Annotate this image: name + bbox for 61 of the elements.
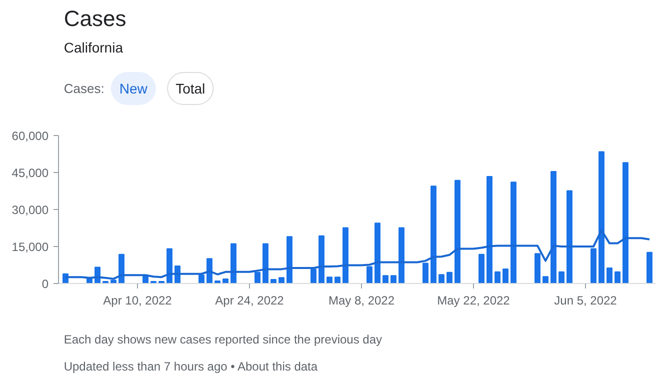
bar — [334, 276, 340, 284]
x-tick-label: Jun 5, 2022 — [554, 294, 618, 308]
bar — [270, 279, 276, 284]
x-tick-label: Apr 10, 2022 — [103, 294, 172, 308]
y-tick-label: 60,000 — [12, 129, 49, 143]
bar — [606, 267, 612, 284]
bar — [502, 268, 508, 284]
bar — [382, 275, 388, 284]
bar — [278, 277, 284, 284]
chart-title: Cases — [64, 6, 126, 31]
bar — [262, 243, 268, 284]
y-tick-label: 45,000 — [12, 166, 49, 180]
y-tick-label: 30,000 — [12, 203, 49, 217]
bar — [534, 253, 540, 284]
bar — [486, 176, 492, 284]
x-tick-label: May 22, 2022 — [437, 294, 510, 308]
bar — [310, 268, 316, 284]
bar — [206, 258, 212, 284]
text: New — [119, 80, 148, 96]
bar — [454, 180, 460, 284]
bar — [198, 274, 204, 284]
bar — [438, 274, 444, 284]
y-tick-label: 15,000 — [12, 240, 49, 254]
bar — [566, 190, 572, 284]
bar — [390, 275, 396, 284]
chart-subtitle: California — [64, 40, 124, 56]
text: Updated less than 7 hours ago • About this data — [64, 360, 318, 374]
bar — [494, 271, 500, 284]
bar — [430, 186, 436, 284]
bar — [254, 272, 260, 284]
line-series — [64, 229, 650, 280]
text: Cases: — [64, 81, 104, 96]
y-tick-label: 0 — [42, 277, 49, 291]
bar — [510, 182, 516, 284]
x-tick-label: May 8, 2022 — [328, 294, 395, 308]
bar — [446, 272, 452, 284]
x-tick-label: Apr 24, 2022 — [215, 294, 284, 308]
bar — [422, 262, 428, 284]
bar — [166, 248, 172, 284]
bar — [590, 248, 596, 284]
bar — [622, 162, 628, 284]
bar — [326, 276, 332, 284]
bar — [398, 227, 404, 284]
bar — [558, 271, 564, 284]
bar — [614, 271, 620, 284]
bar — [366, 266, 372, 284]
bar — [230, 243, 236, 284]
text: Total — [176, 80, 206, 96]
bar — [542, 276, 548, 284]
text: Each day shows new cases reported since the previous day — [64, 332, 382, 346]
bar — [646, 252, 652, 284]
bar — [478, 254, 484, 284]
bar — [318, 235, 324, 284]
bar — [118, 254, 124, 284]
bar — [598, 151, 604, 284]
bar — [286, 236, 292, 284]
bar — [550, 171, 556, 284]
bar — [374, 222, 380, 284]
bar — [342, 227, 348, 284]
bar — [142, 276, 148, 284]
bar — [222, 278, 228, 284]
